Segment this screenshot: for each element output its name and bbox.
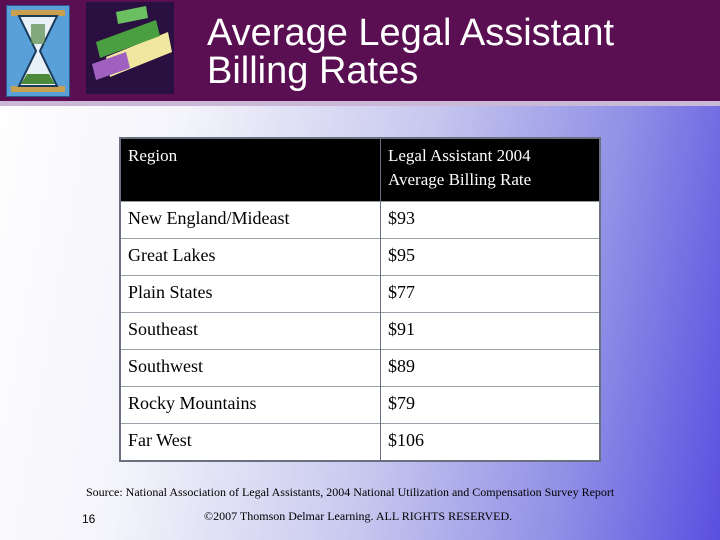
header-rate-line1: Legal Assistant 2004 bbox=[388, 146, 531, 165]
cell-region: Far West bbox=[128, 430, 192, 450]
billing-rates-table: Region Legal Assistant 2004 Average Bill… bbox=[119, 137, 601, 462]
hourglass-icon bbox=[6, 5, 70, 97]
cell-region: Plain States bbox=[128, 282, 213, 302]
cell-region: Great Lakes bbox=[128, 245, 216, 265]
header-rate: Legal Assistant 2004 Average Billing Rat… bbox=[388, 144, 531, 192]
header-region: Region bbox=[128, 146, 178, 165]
cell-rate: $95 bbox=[388, 245, 415, 265]
cell-rate: $106 bbox=[388, 430, 424, 450]
cell-region: Southeast bbox=[128, 319, 198, 339]
table-row: Southwest $89 bbox=[121, 349, 599, 387]
cell-rate: $79 bbox=[388, 393, 415, 413]
page-number: 16 bbox=[82, 512, 96, 526]
title-line-1: Average Legal Assistant bbox=[207, 12, 615, 54]
copyright-notice: ©2007 Thomson Delmar Learning. ALL RIGHT… bbox=[204, 509, 513, 523]
header-divider bbox=[0, 101, 720, 106]
table-header: Region Legal Assistant 2004 Average Bill… bbox=[121, 139, 599, 201]
column-divider bbox=[380, 139, 381, 460]
table-row: Far West $106 bbox=[121, 423, 599, 461]
cell-rate: $91 bbox=[388, 319, 415, 339]
slide-title: Average Legal Assistant Billing Rates bbox=[207, 14, 614, 90]
table-row: Great Lakes $95 bbox=[121, 238, 599, 276]
money-icon bbox=[86, 2, 174, 94]
cell-region: Southwest bbox=[128, 356, 204, 376]
cell-region: New England/Mideast bbox=[128, 208, 290, 228]
cell-rate: $93 bbox=[388, 208, 415, 228]
title-line-2: Billing Rates bbox=[207, 50, 419, 92]
cell-rate: $89 bbox=[388, 356, 415, 376]
cell-region: Rocky Mountains bbox=[128, 393, 257, 413]
table-row: New England/Mideast $93 bbox=[121, 201, 599, 239]
table-row: Rocky Mountains $79 bbox=[121, 386, 599, 424]
table-row: Plain States $77 bbox=[121, 275, 599, 313]
header-rate-line2: Average Billing Rate bbox=[388, 170, 532, 189]
source-note: Source: National Association of Legal As… bbox=[86, 485, 615, 499]
table-row: Southeast $91 bbox=[121, 312, 599, 350]
cell-rate: $77 bbox=[388, 282, 415, 302]
